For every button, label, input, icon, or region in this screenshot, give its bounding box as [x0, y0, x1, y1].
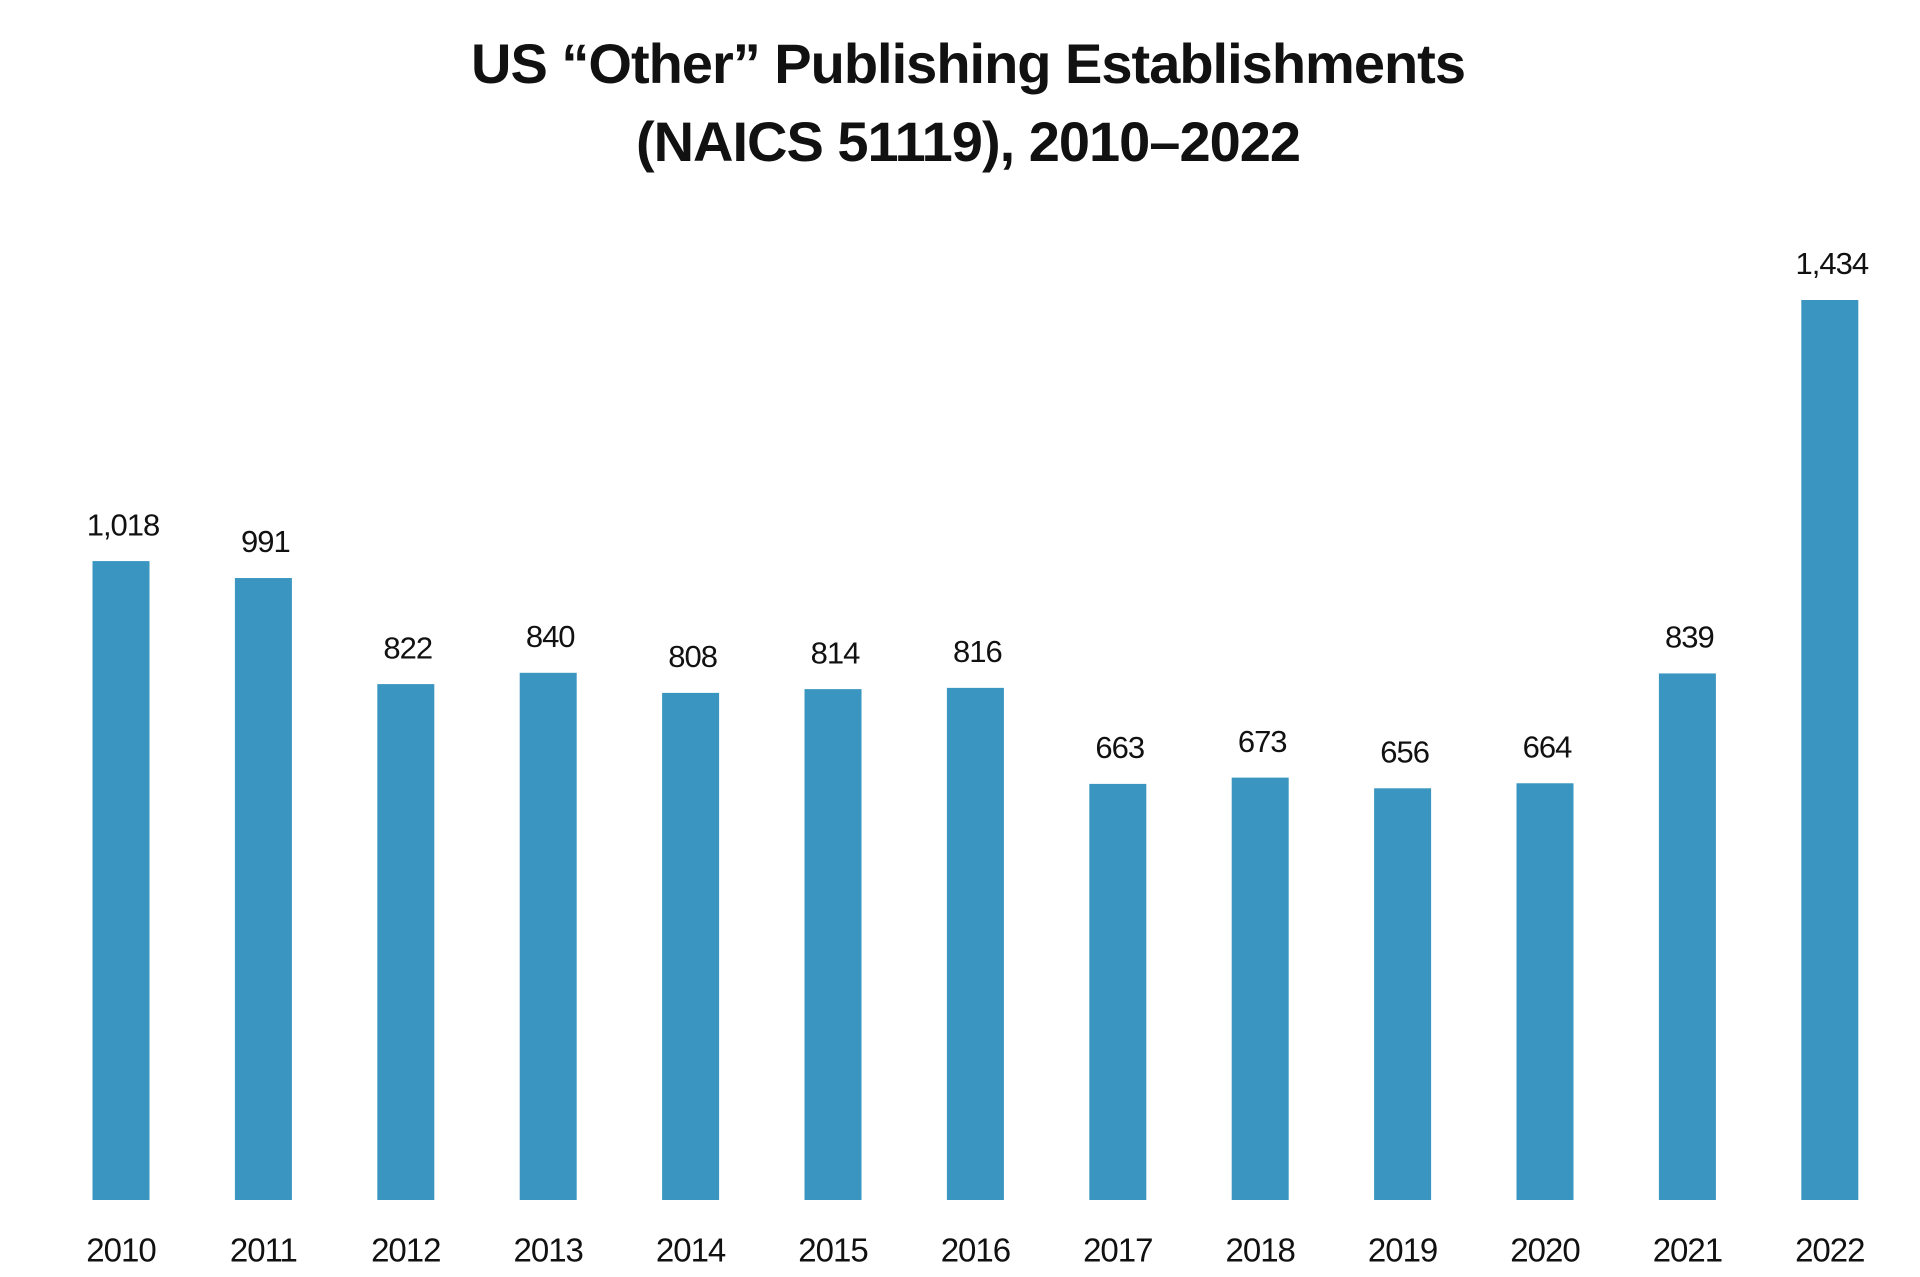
value-label: 1,018 — [87, 507, 160, 542]
bar — [1516, 783, 1574, 1200]
bar — [1374, 788, 1432, 1200]
bar — [1089, 783, 1147, 1200]
x-tick-label: 2022 — [1795, 1232, 1864, 1269]
bar — [946, 687, 1004, 1200]
bar — [519, 672, 577, 1200]
chart-title: US “Other” Publishing Establishments — [471, 32, 1465, 95]
x-tick-label: 2010 — [86, 1232, 156, 1269]
x-tick-label: 2020 — [1510, 1232, 1580, 1269]
value-label: 991 — [241, 524, 290, 559]
bar — [1231, 777, 1289, 1200]
x-tick-label: 2011 — [230, 1232, 297, 1269]
chart-title: (NAICS 51119), 2010–2022 — [636, 110, 1300, 173]
x-tick-label: 2015 — [798, 1232, 867, 1269]
value-label: 656 — [1380, 734, 1429, 769]
bar — [662, 692, 720, 1200]
value-label: 814 — [811, 635, 860, 670]
x-tick-label: 2017 — [1083, 1232, 1152, 1269]
value-label: 822 — [383, 630, 432, 665]
bar — [92, 561, 150, 1200]
x-tick-label: 2012 — [371, 1232, 440, 1269]
value-label: 664 — [1523, 729, 1572, 764]
bar — [1658, 673, 1716, 1200]
value-label: 840 — [526, 619, 575, 654]
bar — [1801, 300, 1859, 1200]
value-label: 839 — [1665, 620, 1714, 655]
value-label: 673 — [1238, 724, 1287, 759]
value-label: 663 — [1095, 730, 1144, 765]
value-label: 808 — [668, 639, 717, 674]
x-tick-label: 2016 — [941, 1232, 1010, 1269]
value-label: 816 — [953, 634, 1002, 669]
x-tick-label: 2021 — [1653, 1232, 1722, 1269]
x-tick-label: 2018 — [1225, 1232, 1294, 1269]
bar — [804, 689, 862, 1200]
x-tick-label: 2014 — [656, 1232, 726, 1269]
x-tick-label: 2013 — [513, 1232, 582, 1269]
bar — [377, 684, 435, 1200]
value-label: 1,434 — [1796, 246, 1869, 281]
x-tick-label: 2019 — [1368, 1232, 1437, 1269]
bar — [234, 578, 292, 1200]
